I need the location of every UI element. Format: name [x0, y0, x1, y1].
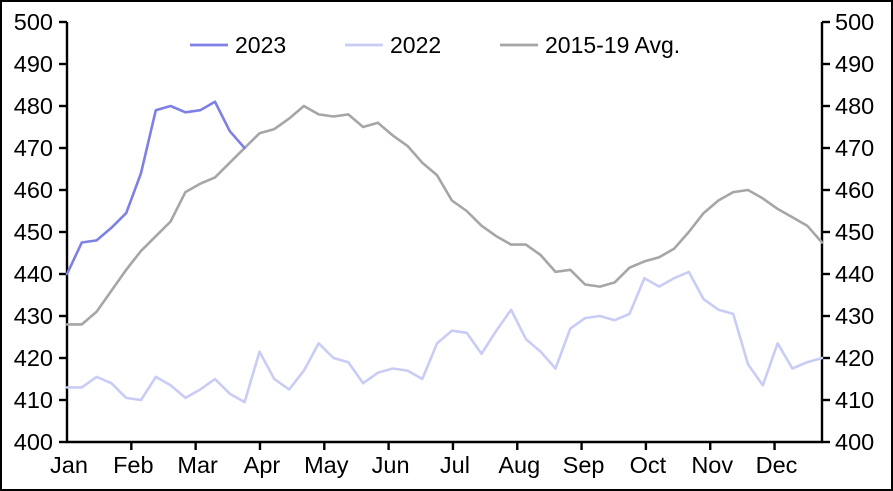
legend-label-2022: 2022: [390, 32, 441, 58]
x-tick-label: Nov: [691, 452, 733, 478]
y-tick-label-left: 400: [14, 429, 53, 455]
chart-line-2015-19-avg-: [65, 104, 824, 326]
y-tick-label-left: 410: [14, 387, 53, 413]
x-tick-label: May: [304, 452, 349, 478]
y-tick-label-left: 440: [14, 261, 53, 287]
x-tick-label: Oct: [630, 452, 667, 478]
x-tick-label: Jul: [440, 452, 470, 478]
y-tick-label-right: 480: [835, 93, 874, 119]
x-tick-label: Jan: [50, 452, 88, 478]
y-tick-label-left: 460: [14, 177, 53, 203]
x-tick-label: Dec: [756, 452, 798, 478]
y-tick-label-left: 430: [14, 303, 53, 329]
x-tick-label: Aug: [498, 452, 540, 478]
y-tick-label-left: 480: [14, 93, 53, 119]
x-tick-label: Mar: [177, 452, 218, 478]
y-tick-label-right: 430: [835, 303, 874, 329]
y-tick-label-right: 400: [835, 429, 874, 455]
legend-label-2015-19-avg-: 2015-19 Avg.: [545, 32, 680, 58]
y-tick-label-right: 490: [835, 51, 874, 77]
y-tick-label-right: 450: [835, 219, 874, 245]
y-tick-label-right: 410: [835, 387, 874, 413]
y-tick-label-left: 420: [14, 345, 53, 371]
y-tick-label-right: 500: [835, 9, 874, 35]
x-tick-label: Sep: [563, 452, 605, 478]
y-tick-label-right: 420: [835, 345, 874, 371]
x-tick-label: Feb: [113, 452, 154, 478]
y-tick-label-right: 460: [835, 177, 874, 203]
x-tick-label: Apr: [244, 452, 281, 478]
chart-line-2023: [65, 100, 246, 276]
x-tick-label: Jun: [372, 452, 410, 478]
legend-label-2023: 2023: [235, 32, 286, 58]
y-tick-label-left: 500: [14, 9, 53, 35]
y-tick-label-left: 470: [14, 135, 53, 161]
y-tick-label-left: 490: [14, 51, 53, 77]
y-tick-label-right: 440: [835, 261, 874, 287]
y-tick-label-left: 450: [14, 219, 53, 245]
chart-line-2022: [65, 270, 824, 404]
y-tick-label-right: 470: [835, 135, 874, 161]
